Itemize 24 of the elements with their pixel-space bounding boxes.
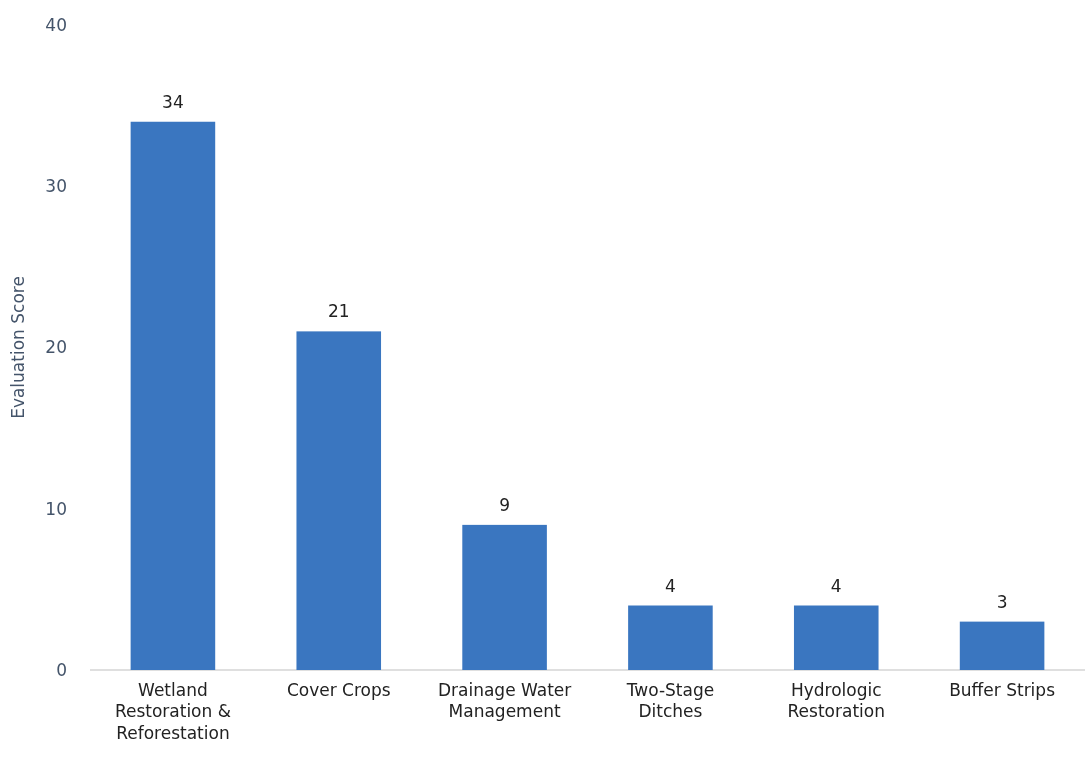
y-tick-label: 20 bbox=[45, 337, 67, 358]
x-tick-label: Two-Stage Ditches bbox=[625, 680, 715, 722]
y-axis-title: Evaluation Score bbox=[8, 276, 28, 419]
x-tick-label: Buffer Strips bbox=[949, 680, 1056, 701]
bar bbox=[959, 621, 1045, 670]
data-label: 3 bbox=[996, 591, 1008, 612]
bar bbox=[793, 605, 879, 670]
data-label: 4 bbox=[665, 575, 676, 596]
bar bbox=[462, 524, 547, 670]
y-tick-label: 0 bbox=[56, 659, 67, 680]
y-tick-label: 40 bbox=[45, 14, 67, 35]
x-tick-label: Cover Crops bbox=[286, 680, 391, 701]
y-tick-label: 30 bbox=[45, 176, 67, 197]
bar bbox=[130, 121, 216, 670]
data-label: 4 bbox=[830, 575, 842, 596]
bar bbox=[296, 331, 382, 670]
bar bbox=[628, 605, 713, 670]
x-tick-label: Drainage Water Management bbox=[437, 680, 572, 722]
x-tick-label: Hydrologic Restoration bbox=[787, 680, 885, 722]
data-label: 9 bbox=[499, 494, 510, 515]
y-tick-label: 10 bbox=[45, 498, 67, 519]
data-label: 34 bbox=[162, 91, 184, 112]
x-tick-label: Wetland Restoration & Reforestation bbox=[114, 680, 231, 743]
data-label: 21 bbox=[327, 301, 350, 322]
